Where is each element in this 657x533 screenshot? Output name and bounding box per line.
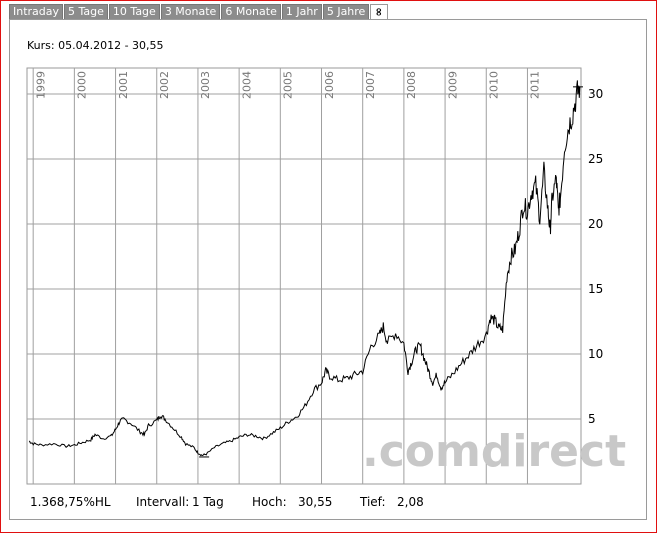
tab-6[interactable]: 5 Jahre (322, 4, 370, 20)
price-series-line (28, 80, 581, 457)
x-tick-label: 2006 (323, 71, 336, 99)
tab-5[interactable]: 1 Jahr (281, 4, 322, 20)
change-percent: 1.368,75%HL (30, 495, 111, 509)
tab-label: 5 Jahre (326, 5, 366, 18)
price-label: Kurs: 05.04.2012 - 30,55 (27, 39, 164, 52)
tab-label: 5 Tage (68, 5, 104, 18)
y-tick-label: 15 (588, 282, 603, 296)
x-tick-label: 2009 (446, 71, 459, 99)
comdirect-watermark: .comdirect (362, 426, 626, 477)
x-tick-label: 2010 (488, 71, 501, 99)
x-tick-label: 2000 (76, 71, 89, 99)
plot-area (26, 67, 582, 485)
y-tick-label: 10 (588, 347, 603, 361)
high-value: 30,55 (298, 495, 333, 509)
tab-4[interactable]: 6 Monate (221, 4, 281, 20)
x-tick-label: 2011 (529, 71, 542, 99)
x-tick-label: 2007 (364, 71, 377, 99)
tab-3[interactable]: 3 Monate (160, 4, 221, 20)
x-tick-label: 2004 (240, 71, 253, 99)
interval-value: 1 Tag (192, 495, 224, 509)
x-tick-label: 2008 (405, 71, 418, 99)
tab-label: 6 Monate (225, 5, 277, 18)
tab-label: 3 Monate (164, 5, 217, 18)
period-tabs: Intraday 5 Tage 10 Tage 3 Monate 6 Monate 1 J… (9, 4, 389, 22)
x-axis-labels: 1999 2000 2001 2002 2003 2004 2005 2006 2007 2008… (34, 71, 541, 99)
y-tick-label: 5 (588, 412, 596, 426)
tab-0[interactable]: Intraday (9, 4, 64, 20)
x-tick-label: 2003 (199, 71, 212, 99)
x-tick-label: 2005 (282, 71, 295, 99)
x-tick-label: 2001 (117, 71, 130, 99)
x-tick-label: 1999 (34, 71, 47, 99)
y-axis-labels: 5 10 15 20 25 30 (588, 87, 603, 426)
chart-grid (26, 67, 582, 485)
low-value: 2,08 (397, 495, 424, 509)
y-tick-label: 20 (588, 217, 603, 231)
y-tick-label: 25 (588, 152, 603, 166)
high-label: Hoch: (252, 495, 287, 509)
y-tick-label: 30 (588, 87, 603, 101)
x-tick-label: 2002 (158, 71, 171, 99)
tab-label: 1 Jahr (285, 5, 318, 18)
tab-label: 10 Tage (112, 5, 156, 18)
tab-label: Intraday (13, 5, 60, 18)
low-label: Tief: (360, 495, 386, 509)
interval-label: Intervall: (136, 495, 190, 509)
